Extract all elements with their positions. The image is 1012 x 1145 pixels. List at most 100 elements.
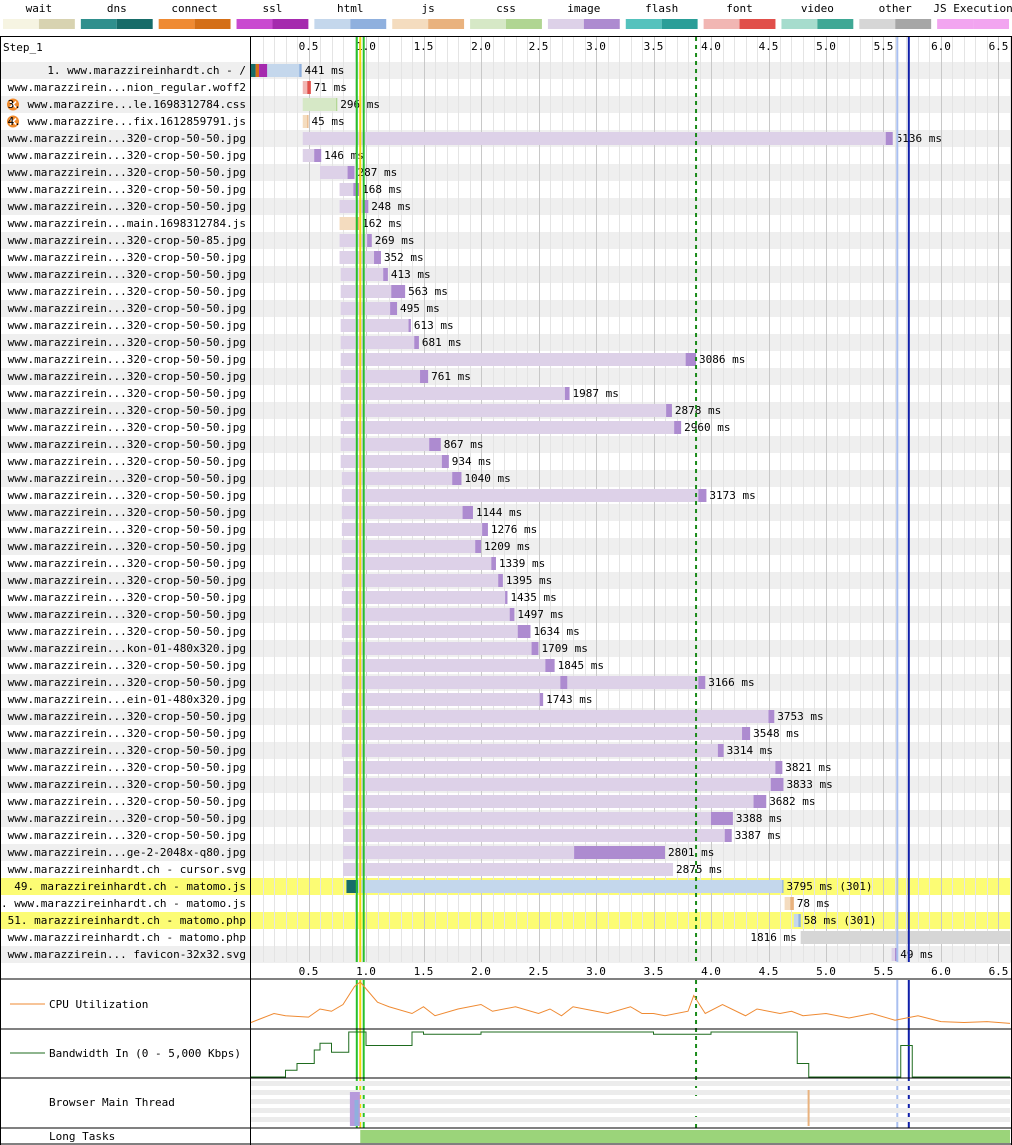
request-duration-label: 3387 ms xyxy=(735,829,781,842)
request-bar-download xyxy=(307,115,309,128)
request-bar xyxy=(340,438,441,451)
x-tick-label: 3.5 xyxy=(644,965,664,978)
x-tick-label: 2.0 xyxy=(471,965,491,978)
request-row xyxy=(0,946,1012,963)
request-duration-label: 413 ms xyxy=(391,268,431,281)
legend-label: video xyxy=(801,2,834,15)
main-thread-panel-label: Browser Main Thread xyxy=(49,1096,175,1109)
request-duration-label: 1435 ms xyxy=(510,591,556,604)
request-label: 3. www.marazzire...le.1698312784.css xyxy=(8,98,246,111)
request-row xyxy=(0,79,1012,96)
request-duration-label: 3173 ms xyxy=(709,489,755,502)
request-row xyxy=(0,334,1012,351)
request-duration-label: 78 ms xyxy=(797,897,830,910)
request-duration-label: 867 ms xyxy=(444,438,484,451)
request-bar xyxy=(340,387,570,400)
request-bar xyxy=(784,897,794,910)
legend-swatch-dark xyxy=(817,19,854,29)
request-label: 5. www.marazzirein...320-crop-50-50.jpg xyxy=(0,132,246,145)
request-bar-download xyxy=(768,710,775,723)
request-duration-label: 1845 ms xyxy=(558,659,604,672)
request-duration-label: 934 ms xyxy=(452,455,492,468)
request-label: 14. www.marazzirein...320-crop-50-50.jpg xyxy=(0,285,246,298)
request-bar-download xyxy=(383,268,388,281)
request-label: 7. www.marazzirein...320-crop-50-50.jpg xyxy=(0,166,246,179)
request-bar xyxy=(302,81,311,94)
x-tick-label: 3.0 xyxy=(586,965,606,978)
request-bar xyxy=(341,557,496,570)
request-bar-download xyxy=(452,472,462,485)
request-bar-phase xyxy=(251,64,256,77)
legend-swatch-light xyxy=(470,19,506,29)
request-label: 43. www.marazzirein...320-crop-50-50.jpg xyxy=(0,778,246,791)
request-bar-download xyxy=(505,591,508,604)
request-bar-download xyxy=(685,353,697,366)
request-bar xyxy=(343,761,783,774)
request-bar xyxy=(341,693,544,706)
request-row xyxy=(0,521,1012,538)
x-tick-label: 3.5 xyxy=(644,40,664,53)
request-bar xyxy=(340,455,449,468)
request-row xyxy=(0,436,1012,453)
request-bar xyxy=(891,948,898,961)
request-bar xyxy=(341,591,508,604)
request-bar-download xyxy=(711,812,733,825)
request-duration-label: 563 ms xyxy=(408,285,448,298)
request-label: 33. www.marazzirein...320-crop-50-50.jpg xyxy=(0,608,246,621)
bandwidth-panel-label: Bandwidth In (0 - 5,000 Kbps) xyxy=(49,1047,241,1060)
x-tick-label: 5.0 xyxy=(816,965,836,978)
request-label: 2. www.marazzirein...nion_regular.woff2 xyxy=(0,81,246,94)
request-bar-download xyxy=(462,506,473,519)
request-row xyxy=(0,198,1012,215)
warning-icon-cross xyxy=(9,117,17,126)
request-bar-download xyxy=(491,557,496,570)
request-label: 11. www.marazzirein...320-crop-50-85.jpg xyxy=(0,234,246,247)
request-duration-label: 5136 ms xyxy=(896,132,942,145)
request-label: 8. www.marazzirein...320-crop-50-50.jpg xyxy=(0,183,246,196)
request-row xyxy=(0,147,1012,164)
request-row xyxy=(0,181,1012,198)
legend-swatch-light xyxy=(859,19,896,29)
request-duration-label: 1709 ms xyxy=(542,642,588,655)
request-label: 20. www.marazzirein...320-crop-50-50.jpg xyxy=(0,387,246,400)
request-bar-download xyxy=(420,370,429,383)
cpu-panel-label: CPU Utilization xyxy=(49,998,148,1011)
x-tick-label: 0.5 xyxy=(299,40,319,53)
request-bar xyxy=(340,404,672,417)
request-label: 26. www.marazzirein...320-crop-50-50.jpg xyxy=(0,489,246,502)
request-duration-label: 1816 ms xyxy=(750,931,796,944)
x-tick-label: 5.5 xyxy=(874,40,894,53)
legend-swatch-light xyxy=(314,19,351,29)
x-tick-label: 1.0 xyxy=(356,40,376,53)
legend-swatch-dark xyxy=(116,19,153,29)
request-bar-download xyxy=(742,727,751,740)
x-tick-label: 2.5 xyxy=(529,965,549,978)
request-bar xyxy=(339,217,360,230)
request-row xyxy=(0,895,1012,912)
request-duration-label: 2801 ms xyxy=(668,846,714,859)
request-bar-download xyxy=(798,914,801,927)
request-bar-download xyxy=(564,387,570,400)
legend: wait dns connect ssl html js css image flash font… xyxy=(3,2,1012,29)
request-bar-phase xyxy=(346,880,358,893)
legend-label: flash xyxy=(645,2,678,15)
request-bar xyxy=(341,574,503,587)
legend-label: connect xyxy=(171,2,217,15)
request-duration-label: 2875 ms xyxy=(676,863,722,876)
request-bar xyxy=(320,166,355,179)
x-tick-label: 1.5 xyxy=(414,965,434,978)
request-bar-download xyxy=(299,64,302,77)
legend-swatch-dark xyxy=(895,19,932,29)
request-bar xyxy=(302,132,893,145)
legend-label: ssl xyxy=(263,2,283,15)
request-duration-label: 3753 ms xyxy=(777,710,823,723)
request-label: 34. www.marazzirein...320-crop-50-50.jpg xyxy=(0,625,246,638)
request-duration-label: 3388 ms xyxy=(736,812,782,825)
main-thread-lane xyxy=(251,1081,1010,1086)
request-label: 30. www.marazzirein...320-crop-50-50.jpg xyxy=(0,557,246,570)
request-label: 15. www.marazzirein...320-crop-50-50.jpg xyxy=(0,302,246,315)
request-bar xyxy=(341,710,775,723)
request-row xyxy=(0,232,1012,249)
request-duration-label: 761 ms xyxy=(431,370,471,383)
